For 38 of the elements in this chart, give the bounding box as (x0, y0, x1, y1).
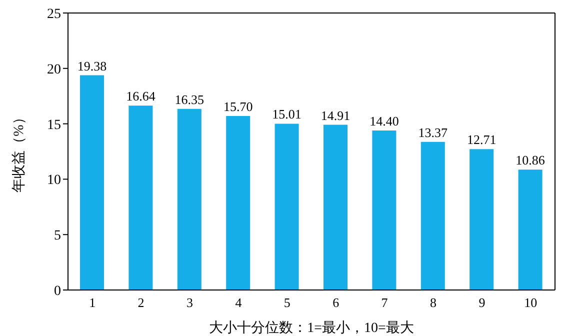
x-axis-title: 大小十分位数：1=最小，10=最大 (209, 320, 414, 336)
x-tick-label: 9 (478, 295, 486, 310)
data-label: 14.91 (320, 108, 350, 123)
y-tick-label: 10 (47, 173, 61, 188)
y-tick-label: 15 (47, 118, 61, 133)
data-label: 16.35 (174, 92, 204, 107)
bar (372, 130, 396, 290)
x-tick-label: 8 (430, 295, 436, 310)
bar (80, 75, 104, 290)
x-tick-label: 4 (235, 295, 242, 310)
x-tick-label: 6 (332, 295, 340, 310)
bar (128, 106, 153, 290)
bar (470, 149, 494, 290)
x-tick-label: 2 (138, 295, 144, 310)
x-tick-label: 5 (284, 295, 290, 310)
bar (420, 142, 445, 290)
y-tick-label: 25 (47, 6, 61, 22)
bar (274, 124, 299, 290)
data-label: 14.40 (370, 113, 399, 128)
data-label: 12.71 (466, 132, 496, 148)
bar (177, 108, 202, 290)
bar (518, 170, 542, 290)
bar (226, 116, 250, 290)
y-tick-label: 5 (54, 228, 61, 244)
y-axis-title: 年收益（%） (10, 110, 27, 192)
data-label: 16.64 (126, 88, 156, 104)
data-label: 13.37 (418, 124, 448, 140)
y-tick-label: 20 (47, 62, 61, 78)
bar (324, 124, 348, 290)
x-tick-label: 10 (524, 295, 538, 310)
data-label: 19.38 (77, 58, 107, 74)
data-label: 10.86 (516, 152, 546, 168)
y-tick-label: 0 (54, 284, 61, 299)
x-tick-label: 3 (186, 295, 193, 310)
x-tick-label: 7 (381, 295, 388, 310)
x-tick-label: 1 (89, 295, 96, 310)
data-label: 15.01 (272, 106, 302, 122)
data-label: 15.70 (223, 99, 253, 114)
